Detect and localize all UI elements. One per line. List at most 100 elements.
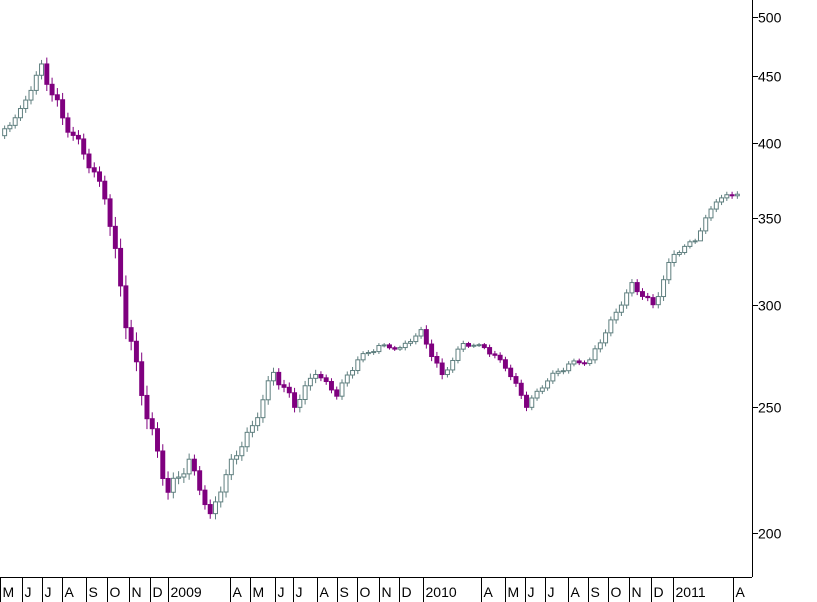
candle-body bbox=[671, 253, 677, 263]
candle bbox=[39, 59, 45, 80]
candle-body bbox=[492, 353, 498, 356]
candle-body bbox=[682, 245, 688, 254]
candle bbox=[629, 279, 635, 297]
candle bbox=[534, 388, 540, 401]
candle bbox=[466, 341, 471, 348]
candle bbox=[102, 175, 108, 205]
candle bbox=[513, 372, 519, 387]
y-axis-ticks: 200 250 300 350 400 450 500 bbox=[752, 10, 782, 542]
x-tick-label: J bbox=[45, 584, 52, 600]
candle bbox=[33, 71, 39, 95]
y-tick-label: 200 bbox=[758, 526, 782, 542]
x-tick-label: D bbox=[402, 584, 412, 600]
candle-body bbox=[613, 311, 619, 321]
x-tick-label: D bbox=[153, 584, 163, 600]
y-tick-label: 300 bbox=[758, 298, 782, 314]
candle bbox=[313, 369, 319, 384]
candle-body bbox=[545, 380, 551, 389]
candle bbox=[286, 382, 292, 398]
candle bbox=[365, 350, 371, 357]
candle bbox=[65, 112, 71, 138]
candle-body bbox=[328, 381, 334, 391]
candle bbox=[413, 333, 419, 345]
candle-body bbox=[81, 138, 87, 155]
candle bbox=[376, 343, 382, 355]
candle bbox=[7, 122, 13, 133]
candle bbox=[408, 338, 414, 347]
candle-body bbox=[608, 319, 614, 334]
candle bbox=[423, 325, 429, 349]
candle bbox=[634, 279, 640, 296]
x-tick-label: M bbox=[3, 584, 15, 600]
candle-body bbox=[86, 153, 92, 169]
candle-body bbox=[302, 385, 308, 400]
candle bbox=[650, 294, 656, 309]
x-tick-label: 2011 bbox=[676, 584, 706, 600]
candle bbox=[307, 373, 313, 391]
candle-body bbox=[139, 361, 145, 396]
candle bbox=[302, 380, 308, 405]
y-tick-label: 250 bbox=[758, 400, 782, 416]
candle bbox=[497, 352, 503, 363]
candle-body bbox=[313, 374, 319, 379]
candle bbox=[81, 133, 87, 160]
candle bbox=[582, 360, 587, 366]
x-tick-label: O bbox=[360, 584, 371, 600]
candle-body bbox=[397, 347, 403, 350]
candle bbox=[492, 350, 498, 359]
candle bbox=[334, 386, 340, 400]
candle bbox=[682, 244, 688, 255]
candle-body bbox=[434, 356, 440, 364]
candle bbox=[49, 77, 55, 102]
candle-body bbox=[297, 398, 303, 408]
candle-body bbox=[624, 292, 630, 306]
candle-body bbox=[529, 397, 535, 408]
x-tick-label: J bbox=[548, 584, 555, 600]
candle bbox=[165, 471, 171, 500]
candle bbox=[218, 486, 224, 508]
candle bbox=[524, 391, 529, 412]
candle-body bbox=[107, 198, 113, 227]
candle bbox=[587, 357, 593, 366]
candle bbox=[160, 444, 166, 486]
candle-body bbox=[281, 384, 287, 388]
candle-body bbox=[355, 359, 361, 372]
candle-body bbox=[60, 99, 66, 119]
candle-body bbox=[75, 134, 81, 140]
candle-body bbox=[729, 194, 735, 197]
candle-body bbox=[413, 335, 419, 343]
candle bbox=[213, 496, 218, 520]
candle-body bbox=[687, 241, 693, 247]
candle-body bbox=[713, 201, 719, 210]
candle bbox=[429, 339, 435, 362]
candle bbox=[339, 379, 345, 400]
candle bbox=[671, 250, 677, 267]
candle bbox=[476, 342, 482, 347]
candle-body bbox=[186, 458, 192, 475]
x-tick-label: 2009 bbox=[171, 584, 202, 600]
candle-body bbox=[719, 197, 725, 203]
candle bbox=[118, 238, 124, 297]
candle bbox=[54, 88, 60, 107]
x-tick-label: O bbox=[110, 584, 121, 600]
candle-body bbox=[539, 387, 545, 392]
candle bbox=[608, 316, 614, 337]
candle bbox=[360, 351, 366, 363]
candle-body bbox=[54, 94, 60, 101]
candle bbox=[550, 370, 556, 384]
candle bbox=[197, 466, 203, 496]
candle-body bbox=[450, 359, 456, 371]
candle-body bbox=[534, 390, 540, 399]
candle-body bbox=[44, 63, 50, 85]
x-tick-label: N bbox=[632, 584, 642, 600]
candle bbox=[12, 114, 18, 129]
candle bbox=[44, 57, 50, 92]
candle bbox=[255, 412, 261, 431]
candle-body bbox=[576, 360, 582, 364]
candle bbox=[170, 472, 176, 499]
candle-body bbox=[708, 208, 714, 219]
x-tick-label: A bbox=[736, 584, 746, 600]
candle-body bbox=[28, 89, 34, 101]
candle bbox=[244, 427, 250, 452]
